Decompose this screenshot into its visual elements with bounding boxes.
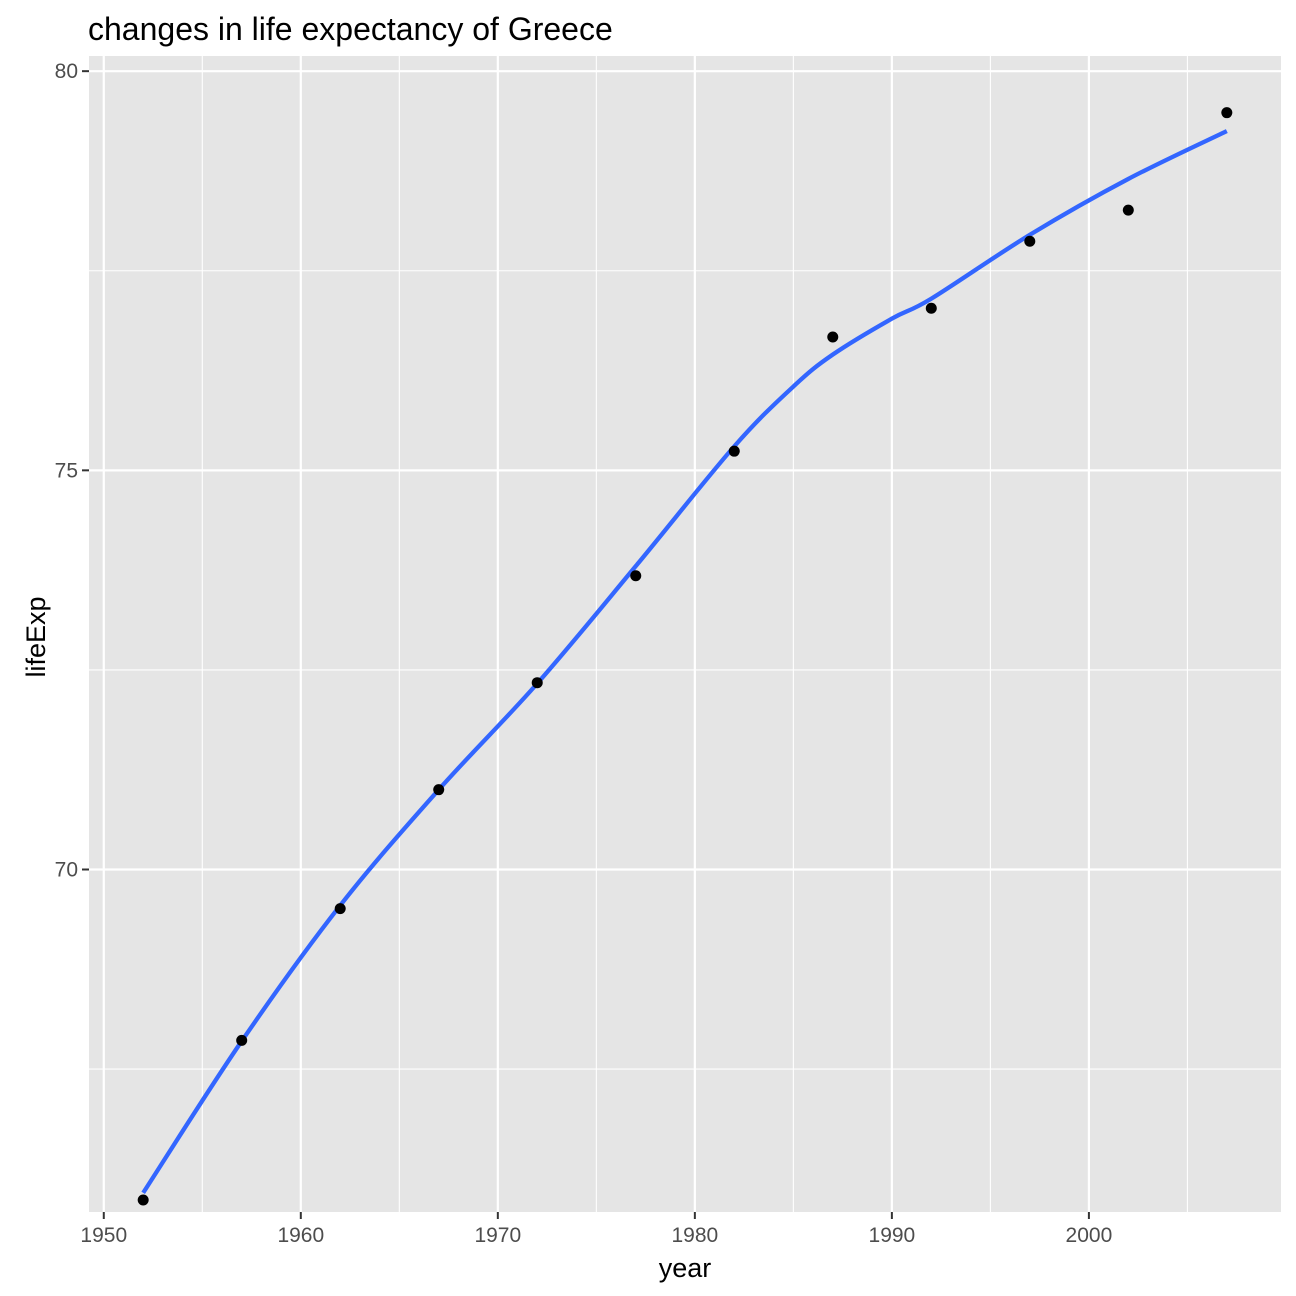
data-point	[334, 903, 346, 915]
x-tick-label: 1990	[869, 1224, 916, 1247]
data-point	[630, 570, 642, 582]
y-tick-label: 80	[55, 60, 78, 83]
x-axis-tick-labels: 1950 1960 1970 1980 1990 2000	[80, 1224, 1112, 1247]
x-tick-label: 1970	[474, 1224, 521, 1247]
x-tick-label: 1960	[277, 1224, 324, 1247]
data-point	[728, 445, 740, 457]
axis-ticks	[82, 70, 1090, 1219]
y-tick-label: 75	[55, 459, 78, 482]
data-point	[925, 302, 937, 314]
y-axis-tick-labels: 70 75 80	[55, 60, 78, 881]
data-point	[137, 1194, 149, 1206]
data-point	[1024, 235, 1036, 247]
chart-title: changes in life expectancy of Greece	[88, 11, 613, 47]
data-point	[531, 677, 543, 689]
series-layer	[137, 107, 1233, 1206]
data-point	[236, 1034, 248, 1046]
y-axis-title: lifeExp	[21, 596, 51, 677]
minor-gridlines	[89, 56, 1281, 1212]
plot-panel	[89, 56, 1281, 1212]
y-tick-label: 70	[55, 859, 78, 882]
major-gridlines	[89, 56, 1281, 1212]
x-axis-title: year	[659, 1253, 712, 1283]
data-point	[1122, 204, 1134, 216]
smooth-trend-line	[141, 129, 1228, 1195]
x-tick-label: 1980	[671, 1224, 718, 1247]
x-tick-label: 2000	[1066, 1224, 1113, 1247]
x-tick-label: 1950	[80, 1224, 127, 1247]
data-point	[433, 784, 445, 796]
data-point	[827, 331, 839, 343]
data-point	[1221, 107, 1233, 119]
